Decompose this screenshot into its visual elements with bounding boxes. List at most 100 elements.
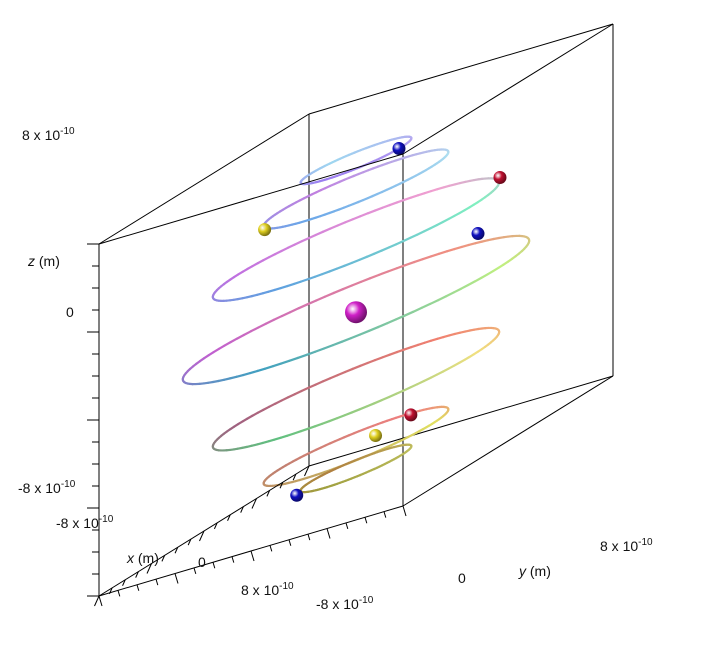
orbit-segment <box>280 396 290 402</box>
box-edge <box>402 375 614 507</box>
x-tick <box>279 482 284 489</box>
orbit-segment <box>460 283 470 290</box>
x-tick-label-min: -8 x 10-10 <box>56 514 114 531</box>
electron-point <box>392 142 406 156</box>
orbit-segment <box>422 376 432 383</box>
y-tick <box>174 573 179 584</box>
orbit-segment <box>313 422 324 428</box>
particles <box>258 142 507 502</box>
orbit-segment <box>388 350 399 356</box>
x-tick <box>240 506 244 513</box>
orbit-rings <box>181 135 531 494</box>
orbit-segment <box>358 212 369 218</box>
orbit-segment <box>321 486 326 490</box>
orbit-segment <box>359 329 371 336</box>
y-tick <box>155 578 159 586</box>
orbit-segment <box>403 346 413 351</box>
x-tick <box>292 473 297 481</box>
orbit-segment <box>437 295 448 302</box>
orbit-segment <box>429 223 438 230</box>
orbit-segment <box>268 253 277 259</box>
orbit-segment <box>387 392 398 399</box>
x-axis-label: x (m) <box>126 550 159 566</box>
x-tick <box>187 538 192 546</box>
orbit-segment <box>306 275 317 281</box>
orbit-segment <box>480 273 489 279</box>
orbit-segment <box>280 246 290 253</box>
orbit-segment <box>242 371 252 377</box>
orbit-segment <box>300 386 310 393</box>
x-tick <box>251 498 257 509</box>
orbit-segment <box>386 267 398 273</box>
plot-box-back-edges <box>308 23 614 507</box>
x-tick <box>213 522 218 530</box>
x-tick <box>146 563 152 574</box>
orbit-segment <box>373 356 384 362</box>
orbit-segment <box>257 322 267 329</box>
orbit-segment <box>329 224 339 230</box>
orbit-segment <box>395 239 405 246</box>
orbit-segment <box>305 350 317 357</box>
orbit-segment <box>359 277 372 283</box>
orbit-segment <box>279 359 291 365</box>
orbit-segment <box>381 203 391 209</box>
orbit-segment <box>223 341 232 347</box>
orbit-segment <box>365 402 376 408</box>
orbit-segment <box>293 389 303 396</box>
x-tick <box>94 595 100 607</box>
orbit-segment <box>274 249 283 256</box>
orbit-segment <box>256 367 267 373</box>
y-tick <box>288 539 292 546</box>
orbit-segment <box>306 425 317 430</box>
y-tick-label-max: 8 x 10-10 <box>600 537 653 554</box>
orbit-segment <box>280 311 292 318</box>
orbit-segment <box>229 337 239 344</box>
orbit-segment <box>409 233 419 239</box>
plot-box-front-edges <box>98 113 404 597</box>
orbit-segment <box>299 427 309 433</box>
x-tick <box>227 514 231 521</box>
orbit-segment <box>321 227 332 233</box>
x-tick <box>108 587 113 595</box>
axis-ticks <box>87 243 407 607</box>
orbit-segment <box>274 399 283 405</box>
orbit-segment <box>421 255 433 261</box>
orbit-segment <box>314 295 326 302</box>
z-tick-label-min: -8 x 10-10 <box>18 479 76 496</box>
y-axis-label: y (m) <box>518 563 551 579</box>
y-tick <box>402 505 407 517</box>
electron-point <box>471 227 485 241</box>
orbit-segment <box>460 243 470 249</box>
orbit-segment <box>429 373 438 379</box>
y-tick <box>136 584 140 591</box>
orbit-segment <box>267 438 276 443</box>
orbit-segment <box>300 237 310 243</box>
orbit-segment <box>332 288 344 295</box>
orbit-segment <box>298 477 305 482</box>
orbit-segment <box>395 198 406 204</box>
orbit-segment <box>264 365 275 370</box>
orbit-segment <box>410 343 420 349</box>
electron-point <box>290 488 304 502</box>
orbit-segment <box>286 432 296 437</box>
orbit-segment <box>416 230 426 236</box>
orbit-segment <box>437 250 448 255</box>
orbit-segment <box>404 260 416 267</box>
orbit-segment <box>314 347 326 353</box>
orbit-segment <box>350 408 361 414</box>
orbit-segment <box>314 380 325 386</box>
orbit-segment <box>306 299 318 306</box>
y-tick <box>193 567 197 575</box>
orbit-segment <box>286 393 296 399</box>
box-edge <box>402 23 614 155</box>
orbit-segment <box>386 318 398 325</box>
orbit-segment <box>321 270 331 276</box>
x-tick <box>161 555 166 562</box>
z-tick-label-max: 8 x 10-10 <box>22 126 75 143</box>
orbit-segment <box>249 326 260 333</box>
orbit-segment <box>331 340 344 347</box>
electron-point <box>404 408 418 422</box>
orbit-segment <box>268 402 277 408</box>
orbit-segment <box>403 196 413 202</box>
x-tick-label-zero: 0 <box>198 554 206 570</box>
